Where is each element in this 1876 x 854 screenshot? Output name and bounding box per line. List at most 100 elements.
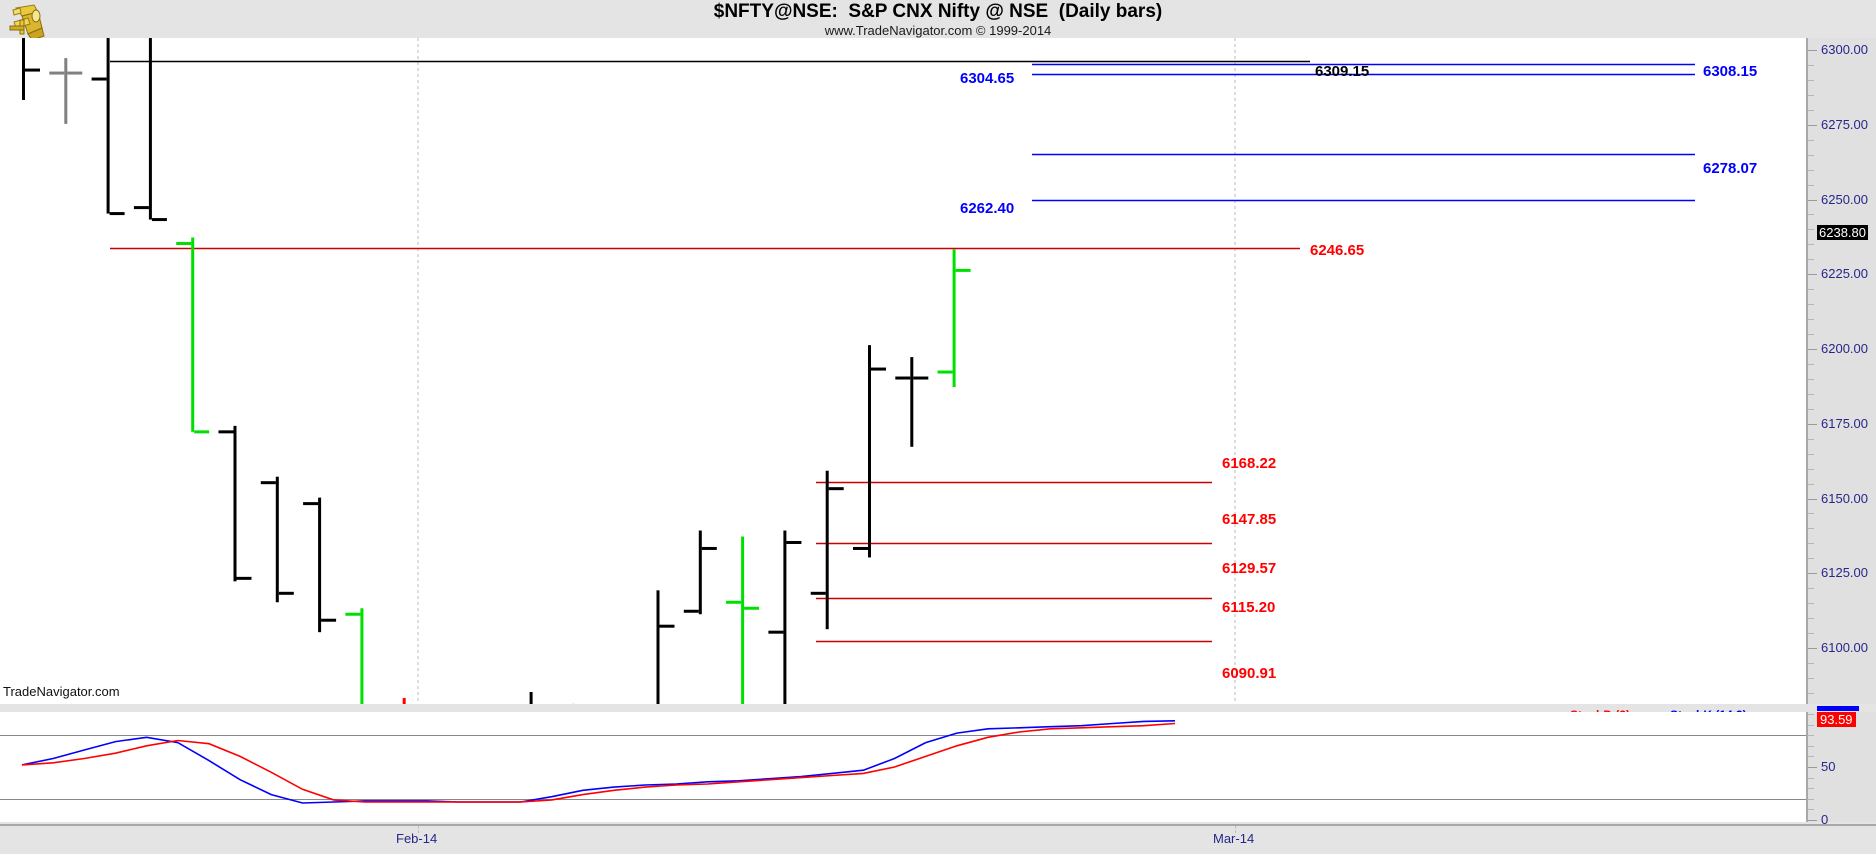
axis-tick xyxy=(1808,125,1817,126)
time-axis-label: Mar-14 xyxy=(1213,831,1255,846)
indicator-series-line[interactable] xyxy=(21,720,1176,804)
axis-tick xyxy=(1808,349,1817,350)
axis-label: 6225.00 xyxy=(1821,266,1868,281)
price-level-label[interactable]: 6308.15 xyxy=(1703,63,1758,80)
axis-tick-minor xyxy=(1808,513,1814,514)
last-price-marker: 6238.80 xyxy=(1817,225,1868,240)
chart-subtitle: www.TradeNavigator.com © 1999-2014 xyxy=(824,23,1052,38)
axis-tick-minor xyxy=(1808,319,1814,320)
indicator-axis-tick-minor xyxy=(1808,725,1814,726)
indicator-axis[interactable]: 50 0 93.59 xyxy=(1806,706,1876,826)
axis-tick-minor xyxy=(1808,678,1814,679)
axis-tick-minor xyxy=(1808,484,1814,485)
axis-tick-minor xyxy=(1808,304,1814,305)
axis-tick-minor xyxy=(1808,65,1814,66)
axis-tick-minor xyxy=(1808,110,1814,111)
axis-tick-minor xyxy=(1808,454,1814,455)
time-axis[interactable]: Feb-14 Mar-14 xyxy=(0,824,1876,854)
indicator-last-value-marker: 93.59 xyxy=(1817,712,1856,727)
axis-label: 6175.00 xyxy=(1821,416,1868,431)
indicator-axis-tick-minor xyxy=(1808,799,1814,800)
axis-tick-minor xyxy=(1808,588,1814,589)
price-level-label[interactable]: 6129.57 xyxy=(1222,560,1277,577)
ohlc-bar[interactable] xyxy=(683,530,717,615)
indicator-series-line[interactable] xyxy=(21,722,1176,803)
page-title: $NFTY@NSE: S&P CNX Nifty @ NSE (Daily ba… xyxy=(713,1,1163,22)
axis-label: 6100.00 xyxy=(1821,640,1868,655)
axis-tick xyxy=(1808,648,1817,649)
axis-tick-minor xyxy=(1808,185,1814,186)
axis-label: 6150.00 xyxy=(1821,491,1868,506)
price-level-label[interactable]: 6168.22 xyxy=(1222,455,1277,472)
watermark-text: TradeNavigator.com xyxy=(3,684,120,699)
price-chart-pane[interactable]: 6309.15 6304.65 6308.15 6278.07 6262.40 6246.… xyxy=(0,38,1808,704)
ohlc-bar[interactable] xyxy=(810,470,844,630)
indicator-axis-tick-minor xyxy=(1808,746,1814,747)
axis-tick xyxy=(1808,499,1817,500)
axis-label: 6125.00 xyxy=(1821,565,1868,580)
axis-tick xyxy=(1808,424,1817,425)
axis-tick xyxy=(1808,573,1817,574)
ohlc-bar[interactable] xyxy=(49,58,83,124)
time-axis-label: Feb-14 xyxy=(396,831,438,846)
price-level-label[interactable]: 6304.65 xyxy=(960,70,1015,87)
indicator-k-marker xyxy=(1817,706,1859,711)
axis-tick-minor xyxy=(1808,140,1814,141)
ohlc-bar[interactable] xyxy=(303,497,337,633)
ohlc-bar[interactable] xyxy=(91,38,125,216)
axis-tick-minor xyxy=(1808,558,1814,559)
axis-tick xyxy=(1808,50,1817,51)
axis-tick-minor xyxy=(1808,469,1814,470)
axis-label: 6275.00 xyxy=(1821,117,1868,132)
ohlc-bar[interactable] xyxy=(937,249,971,387)
axis-tick-minor xyxy=(1808,528,1814,529)
axis-tick-minor xyxy=(1808,439,1814,440)
axis-tick-minor xyxy=(1808,155,1814,156)
axis-tick-minor xyxy=(1808,394,1814,395)
indicator-axis-tick xyxy=(1808,820,1817,821)
axis-tick-minor xyxy=(1808,80,1814,81)
axis-tick xyxy=(1808,200,1817,201)
price-level-label[interactable]: 6246.65 xyxy=(1310,242,1365,259)
ohlc-bar[interactable] xyxy=(895,357,929,447)
ohlc-bar[interactable] xyxy=(768,530,802,704)
price-level-label[interactable]: 6262.40 xyxy=(960,200,1015,217)
price-plot xyxy=(7,38,1695,705)
price-level-label[interactable]: 6147.85 xyxy=(1222,511,1277,528)
stochastic-indicator-pane[interactable] xyxy=(0,712,1808,822)
axis-tick-minor xyxy=(1808,170,1814,171)
ohlc-bar[interactable] xyxy=(388,697,421,704)
axis-tick-minor xyxy=(1808,603,1814,604)
ohlc-bar[interactable] xyxy=(345,608,378,704)
axis-tick-minor xyxy=(1808,379,1814,380)
price-level-label[interactable]: 6115.20 xyxy=(1222,599,1276,616)
ohlc-bar[interactable] xyxy=(642,590,675,704)
axis-tick-minor xyxy=(1808,543,1814,544)
axis-tick-minor xyxy=(1808,364,1814,365)
pane-divider xyxy=(0,704,1806,712)
price-axis[interactable]: 6300.00 6275.00 6250.00 6225.00 6200.00 6175.… xyxy=(1806,38,1876,704)
axis-tick-minor xyxy=(1808,229,1814,230)
ohlc-bar[interactable] xyxy=(260,476,294,603)
axis-tick xyxy=(1808,274,1817,275)
ohlc-bar[interactable] xyxy=(515,691,548,704)
indicator-axis-tick-minor xyxy=(1808,788,1814,789)
ohlc-bar[interactable] xyxy=(853,345,886,558)
ohlc-bar[interactable] xyxy=(7,38,40,100)
indicator-axis-tick-minor xyxy=(1808,809,1814,810)
ohlc-bar[interactable] xyxy=(218,425,252,582)
ohlc-bar[interactable] xyxy=(133,38,167,222)
ohlc-bar[interactable] xyxy=(176,237,210,434)
indicator-axis-tick-minor xyxy=(1808,756,1814,757)
indicator-axis-tick xyxy=(1808,767,1817,768)
axis-tick-minor xyxy=(1808,618,1814,619)
ohlc-bar[interactable] xyxy=(726,536,760,705)
price-level-label[interactable]: 6309.15 xyxy=(1315,63,1370,80)
time-axis-tick xyxy=(1235,826,1236,833)
price-level-label[interactable]: 6278.07 xyxy=(1703,160,1758,177)
indicator-axis-label: 50 xyxy=(1821,759,1836,774)
axis-tick-minor xyxy=(1808,409,1814,410)
price-level-label[interactable]: 6090.91 xyxy=(1222,665,1277,682)
indicator-axis-label: 0 xyxy=(1821,812,1829,827)
